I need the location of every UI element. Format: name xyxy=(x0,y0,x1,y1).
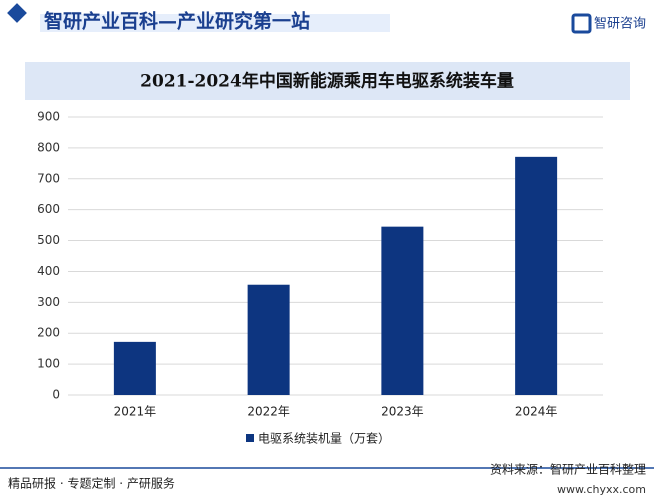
y-tick-label: 200 xyxy=(37,326,60,340)
bar xyxy=(515,156,558,395)
y-tick-label: 100 xyxy=(37,357,60,371)
chart-title: 2021-2024年中国新能源乘用车电驱系统装车量 xyxy=(140,71,514,92)
y-tick-label: 700 xyxy=(37,171,60,185)
logo-text: 智研咨询 xyxy=(594,17,646,32)
header-site: 智研产业百科—产业研究第一站 xyxy=(44,10,310,33)
legend-swatch xyxy=(246,434,254,442)
y-tick-label: 300 xyxy=(37,295,60,309)
footer-source: 资料来源：智研产业百科整理 xyxy=(490,462,646,477)
y-tick-label: 500 xyxy=(37,233,60,247)
legend-label: 电驱系统装机量（万套） xyxy=(258,432,390,446)
y-tick-label: 900 xyxy=(37,110,60,124)
header-diamond xyxy=(7,3,27,23)
y-tick-label: 0 xyxy=(52,388,60,402)
y-tick-label: 600 xyxy=(37,202,60,216)
x-tick-label: 2021年 xyxy=(114,405,157,419)
header-band xyxy=(40,14,390,32)
y-tick-label: 400 xyxy=(37,264,60,278)
bar xyxy=(247,284,290,395)
logo-icon xyxy=(571,13,592,34)
bar xyxy=(113,341,156,395)
y-tick-label: 800 xyxy=(37,140,60,154)
title-band xyxy=(25,62,630,100)
x-tick-label: 2024年 xyxy=(515,405,558,419)
x-tick-label: 2023年 xyxy=(381,405,424,419)
x-tick-label: 2022年 xyxy=(247,405,290,419)
footer-left: 精品研报 · 专题定制 · 产研服务 xyxy=(8,476,175,491)
plot: 0 100 200 300 400 500 600 700 800 900 2021年 2022年 20… xyxy=(37,110,603,446)
footer-url: www.chyxx.com xyxy=(557,483,646,496)
bar xyxy=(381,226,424,395)
